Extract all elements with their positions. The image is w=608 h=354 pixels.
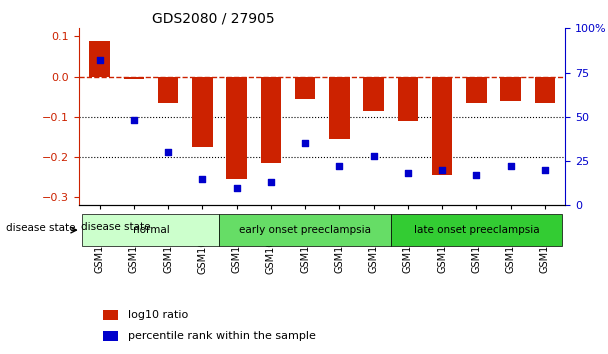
Point [437, 167, 447, 173]
Point [232, 185, 241, 190]
Point [163, 149, 173, 155]
Text: log10 ratio: log10 ratio [128, 310, 188, 320]
Text: GDS2080 / 27905: GDS2080 / 27905 [152, 12, 275, 26]
Bar [432, 76, 452, 175]
Bar [500, 76, 521, 101]
Bar [398, 76, 418, 121]
Point [403, 171, 413, 176]
Point [300, 141, 310, 146]
Text: normal: normal [133, 225, 170, 235]
FancyBboxPatch shape [219, 214, 391, 246]
Bar [226, 76, 247, 179]
Text: percentile rank within the sample: percentile rank within the sample [128, 331, 316, 341]
Bar [158, 76, 178, 103]
Point [369, 153, 379, 159]
FancyBboxPatch shape [83, 214, 219, 246]
Bar [534, 76, 555, 103]
Bar [192, 76, 213, 147]
Point [198, 176, 207, 182]
Bar [466, 76, 486, 103]
Bar [329, 76, 350, 139]
Bar [103, 310, 118, 320]
Text: late onset preeclampsia: late onset preeclampsia [413, 225, 539, 235]
FancyBboxPatch shape [391, 214, 562, 246]
Point [266, 179, 275, 185]
Point [472, 172, 482, 178]
Point [334, 164, 344, 169]
Point [506, 164, 516, 169]
Bar [261, 76, 281, 163]
Bar [364, 76, 384, 111]
Text: disease state: disease state [6, 223, 75, 233]
Bar [295, 76, 316, 99]
Bar [123, 76, 144, 79]
Bar [89, 41, 110, 76]
Point [540, 167, 550, 173]
Text: disease state: disease state [81, 222, 150, 232]
Point [129, 118, 139, 123]
Bar [103, 331, 118, 341]
Point [95, 57, 105, 63]
Text: early onset preeclampsia: early onset preeclampsia [239, 225, 371, 235]
